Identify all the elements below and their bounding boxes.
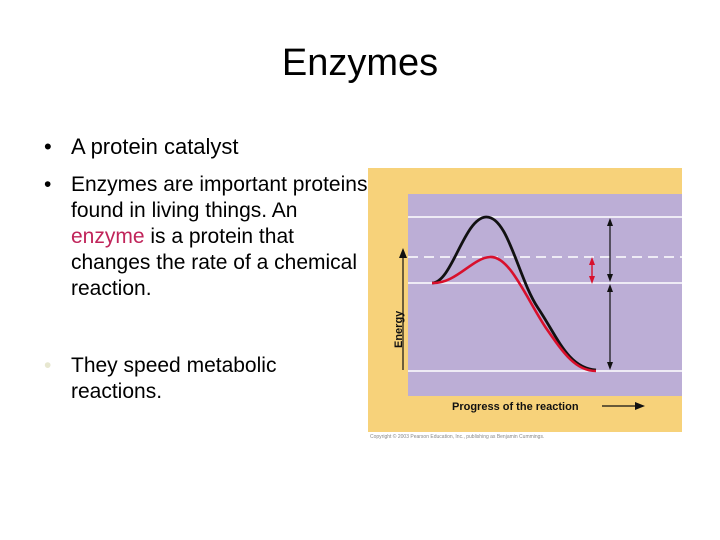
energy-diagram: Energy Progress of the reaction xyxy=(368,168,682,432)
bullet-speed-reactions: • They speed metabolic reactions. xyxy=(44,353,371,405)
energy-axis-label: Energy xyxy=(393,310,405,348)
highlighted-term-enzyme: enzyme xyxy=(71,225,145,248)
arrowhead xyxy=(589,257,595,265)
uncatalyzed-curve xyxy=(431,215,597,372)
slide-title: Enzymes xyxy=(281,42,439,84)
bullet-text-part: is a protein that changes the rate of a … xyxy=(71,225,358,300)
bullet-protein-catalyst: • A protein catalyst xyxy=(44,134,239,160)
bullet-dot: • xyxy=(44,134,52,159)
arrowhead xyxy=(607,218,613,226)
progress-axis-arrowhead xyxy=(635,402,645,410)
arrowhead xyxy=(607,284,613,292)
bullet-text-part: Enzymes are important proteins found in … xyxy=(71,173,368,222)
bullet-text: A protein catalyst xyxy=(71,134,239,159)
bullet-text: They speed metabolic reactions. xyxy=(71,354,277,403)
catalyzed-curve xyxy=(431,255,597,373)
progress-axis-label: Progress of the reaction xyxy=(452,401,579,413)
energy-axis-arrowhead xyxy=(399,248,407,258)
arrowhead xyxy=(589,276,595,284)
bullet-dot: • xyxy=(44,354,52,377)
arrowhead xyxy=(607,362,613,370)
bullet-dot: • xyxy=(44,173,52,196)
diagram-plot-area xyxy=(408,194,682,396)
image-credit: Copyright © 2003 Pearson Education, Inc.… xyxy=(370,434,545,440)
bullet-enzyme-definition: • Enzymes are important proteins found in… xyxy=(44,172,371,302)
arrowhead xyxy=(607,274,613,282)
